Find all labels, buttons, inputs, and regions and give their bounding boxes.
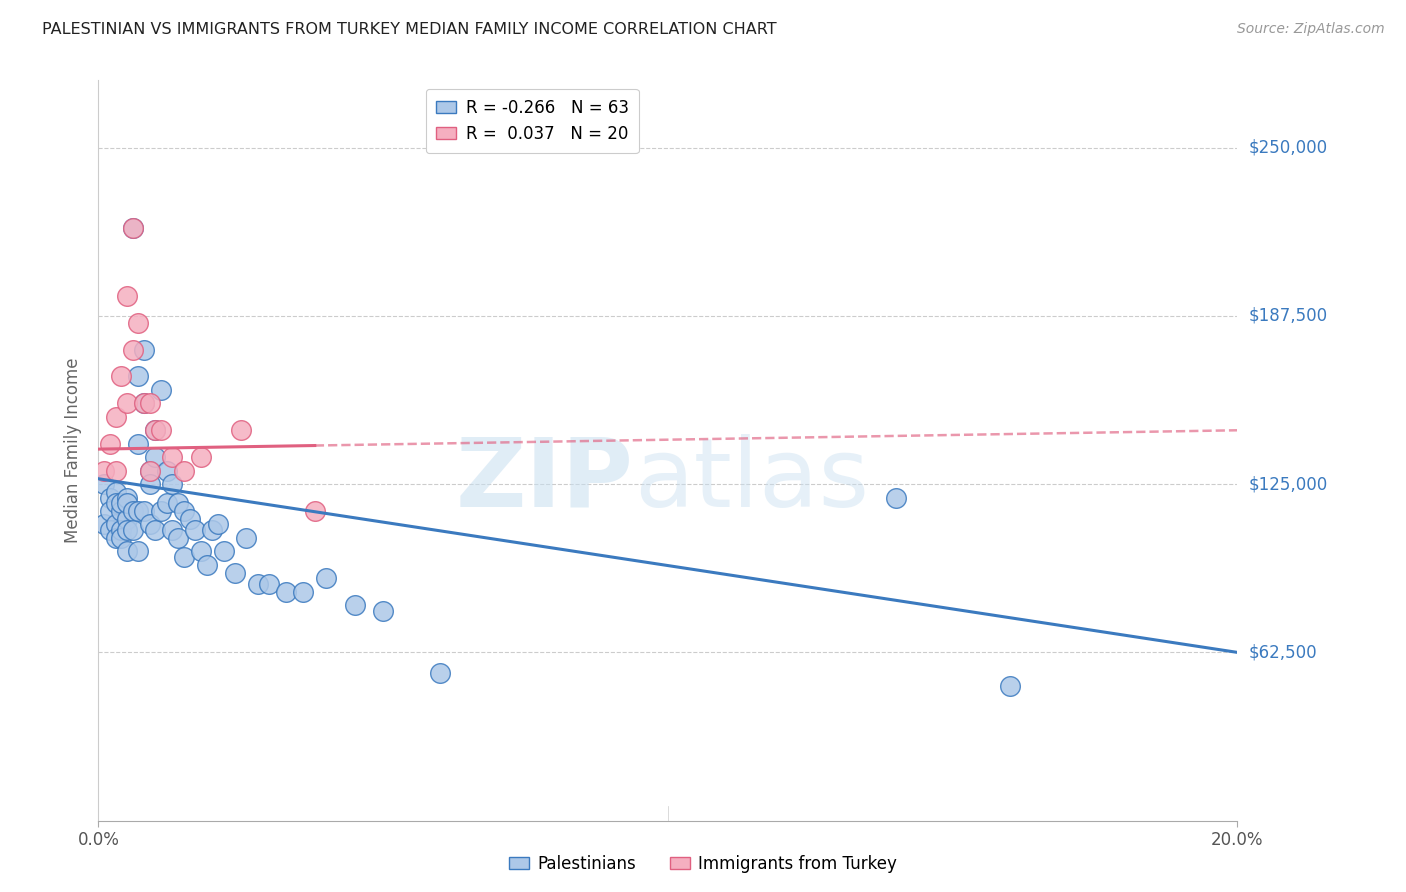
Point [373, 604, 395, 618]
Point [150, 504, 173, 518]
Y-axis label: Median Family Income: Median Family Income [65, 358, 83, 543]
Point [998, 679, 1021, 693]
Point [304, 504, 326, 518]
Point [156, 464, 179, 478]
Point [93, 477, 115, 491]
Point [138, 517, 160, 532]
Point [212, 544, 235, 558]
Point [162, 523, 184, 537]
Point [93, 517, 115, 532]
Point [132, 504, 155, 518]
Point [145, 423, 167, 437]
Point [93, 464, 115, 478]
Legend: Palestinians, Immigrants from Turkey: Palestinians, Immigrants from Turkey [502, 848, 904, 880]
Point [121, 221, 143, 235]
Point [98, 491, 121, 505]
Point [110, 496, 132, 510]
Point [115, 396, 138, 410]
Point [115, 512, 138, 526]
Point [167, 531, 190, 545]
Point [110, 369, 132, 384]
Point [156, 496, 179, 510]
Point [145, 523, 167, 537]
Point [115, 288, 138, 302]
Point [162, 477, 184, 491]
Point [98, 436, 121, 450]
Point [184, 523, 207, 537]
Text: $250,000: $250,000 [1249, 138, 1327, 157]
Point [190, 450, 212, 465]
Point [115, 496, 138, 510]
Point [429, 665, 451, 680]
Point [115, 544, 138, 558]
Point [315, 571, 337, 585]
Point [104, 464, 127, 478]
Point [246, 576, 269, 591]
Point [276, 584, 298, 599]
Text: atlas: atlas [634, 434, 869, 526]
Point [121, 504, 143, 518]
Point [110, 531, 132, 545]
Point [104, 496, 127, 510]
Point [104, 531, 127, 545]
Point [173, 549, 195, 564]
Point [127, 504, 149, 518]
Text: $125,000: $125,000 [1249, 475, 1327, 493]
Point [224, 566, 246, 580]
Point [115, 523, 138, 537]
Point [162, 450, 184, 465]
Point [115, 491, 138, 505]
Point [173, 504, 195, 518]
Point [207, 517, 229, 532]
Point [235, 531, 257, 545]
Point [201, 523, 224, 537]
Point [150, 423, 173, 437]
Point [132, 343, 155, 357]
Legend: R = -0.266   N = 63, R =  0.037   N = 20: R = -0.266 N = 63, R = 0.037 N = 20 [426, 88, 638, 153]
Point [145, 423, 167, 437]
Point [173, 464, 195, 478]
Point [104, 409, 127, 424]
Point [98, 523, 121, 537]
Point [110, 504, 132, 518]
Point [127, 436, 149, 450]
Point [127, 369, 149, 384]
Point [343, 599, 366, 613]
Point [132, 396, 155, 410]
Point [145, 450, 167, 465]
Point [104, 517, 127, 532]
Point [104, 485, 127, 500]
Point [138, 477, 160, 491]
Point [150, 383, 173, 397]
Point [229, 423, 252, 437]
Point [127, 544, 149, 558]
Point [259, 576, 281, 591]
Point [110, 523, 132, 537]
Text: PALESTINIAN VS IMMIGRANTS FROM TURKEY MEDIAN FAMILY INCOME CORRELATION CHART: PALESTINIAN VS IMMIGRANTS FROM TURKEY ME… [42, 22, 776, 37]
Point [179, 512, 201, 526]
Point [195, 558, 218, 572]
Text: Source: ZipAtlas.com: Source: ZipAtlas.com [1237, 22, 1385, 37]
Point [138, 464, 160, 478]
Point [98, 504, 121, 518]
Point [167, 496, 190, 510]
Point [138, 464, 160, 478]
Point [132, 396, 155, 410]
Point [121, 221, 143, 235]
Point [127, 316, 149, 330]
Text: $187,500: $187,500 [1249, 307, 1327, 325]
Point [121, 523, 143, 537]
Text: ZIP: ZIP [456, 434, 634, 526]
Point [884, 491, 907, 505]
Point [292, 584, 315, 599]
Point [138, 396, 160, 410]
Text: $62,500: $62,500 [1249, 643, 1317, 661]
Point [121, 343, 143, 357]
Point [190, 544, 212, 558]
